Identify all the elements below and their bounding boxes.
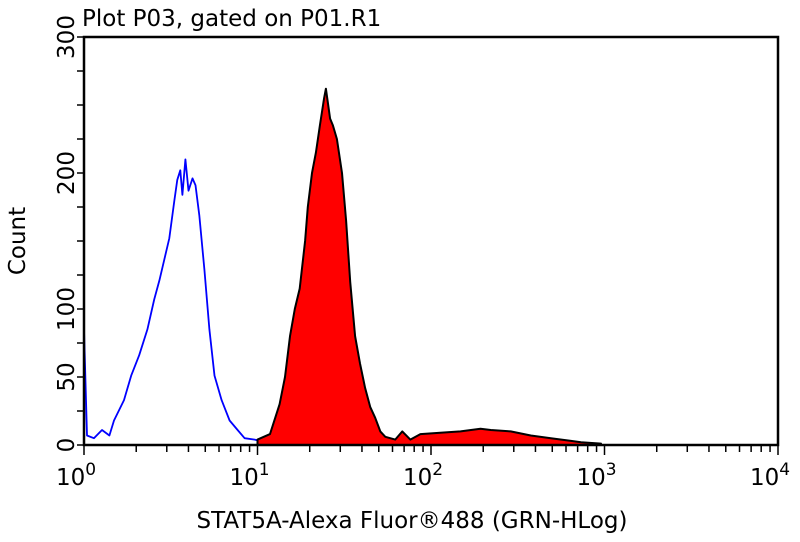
x-tick-label: 104: [750, 460, 790, 491]
x-tick-base: 10: [229, 465, 258, 491]
series-1-filled-histogram: [256, 87, 602, 446]
x-tick-label: 101: [229, 460, 269, 491]
x-tick-label: 100: [56, 460, 96, 491]
x-tick-base: 10: [403, 465, 432, 491]
series-0-histogram-line: [83, 158, 664, 446]
chart-title: Plot P03, gated on P01.R1: [82, 6, 381, 32]
y-tick-label: 0: [54, 438, 80, 453]
y-tick-label: 100: [54, 287, 80, 331]
x-axis: 100 101 102 103 104: [56, 445, 790, 491]
x-axis-label: STAT5A-Alexa Fluor®488 (GRN-HLog): [197, 508, 628, 534]
y-tick-label: 50: [54, 362, 80, 391]
x-tick-exponent: 0: [85, 460, 96, 480]
y-axis-label: Count: [5, 207, 31, 275]
x-tick-exponent: 4: [779, 460, 790, 480]
x-tick-base: 10: [576, 465, 605, 491]
x-tick-label: 102: [403, 460, 443, 491]
x-tick-base: 10: [750, 465, 779, 491]
x-tick-label: 103: [576, 460, 616, 491]
x-tick-exponent: 2: [432, 460, 443, 480]
y-axis: 0 50 100 200 300: [54, 15, 84, 452]
x-tick-exponent: 1: [259, 460, 270, 480]
y-tick-label: 300: [54, 15, 80, 59]
x-tick-base: 10: [56, 465, 85, 491]
series-layer: [83, 87, 664, 446]
plot-frame: [82, 35, 780, 447]
x-tick-exponent: 3: [606, 460, 617, 480]
y-tick-label: 200: [54, 151, 80, 195]
